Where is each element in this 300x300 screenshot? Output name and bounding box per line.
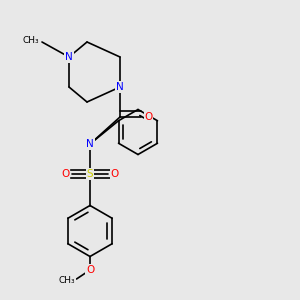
Text: N: N: [65, 52, 73, 62]
Text: CH₃: CH₃: [22, 36, 39, 45]
Text: O: O: [86, 265, 94, 275]
Text: N: N: [116, 82, 124, 92]
Text: CH₃: CH₃: [58, 276, 75, 285]
Text: O: O: [110, 169, 119, 179]
Text: N: N: [86, 139, 94, 149]
Text: O: O: [144, 112, 153, 122]
Text: S: S: [87, 169, 93, 179]
Text: O: O: [61, 169, 70, 179]
